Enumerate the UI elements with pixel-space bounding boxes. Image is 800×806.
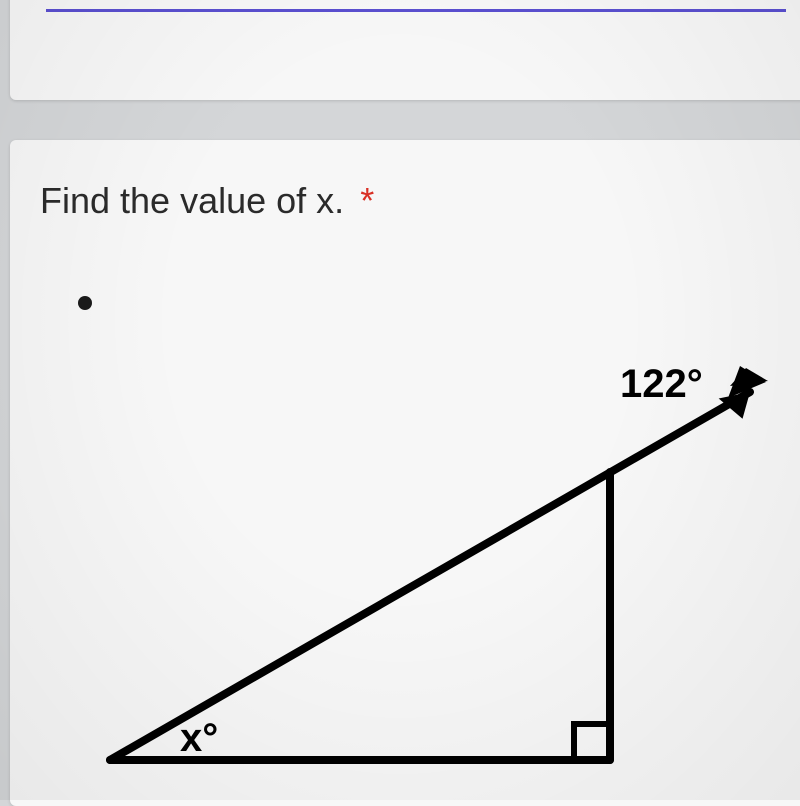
right-angle-marker bbox=[574, 724, 610, 760]
previous-answer-card: 50 bbox=[10, 0, 800, 100]
exterior-angle-label: 122° bbox=[620, 362, 703, 407]
question-card: Find the value of x. * 122° x° bbox=[10, 140, 800, 806]
question-text: Find the value of x. bbox=[40, 180, 344, 221]
hypotenuse-ray bbox=[110, 392, 750, 760]
answer-value: 50 bbox=[50, 0, 94, 1]
triangle-figure bbox=[40, 260, 780, 780]
x-angle-label: x° bbox=[180, 716, 218, 761]
required-marker: * bbox=[360, 180, 374, 221]
question-prompt: Find the value of x. * bbox=[40, 180, 776, 222]
answer-input[interactable]: 50 bbox=[46, 0, 786, 12]
